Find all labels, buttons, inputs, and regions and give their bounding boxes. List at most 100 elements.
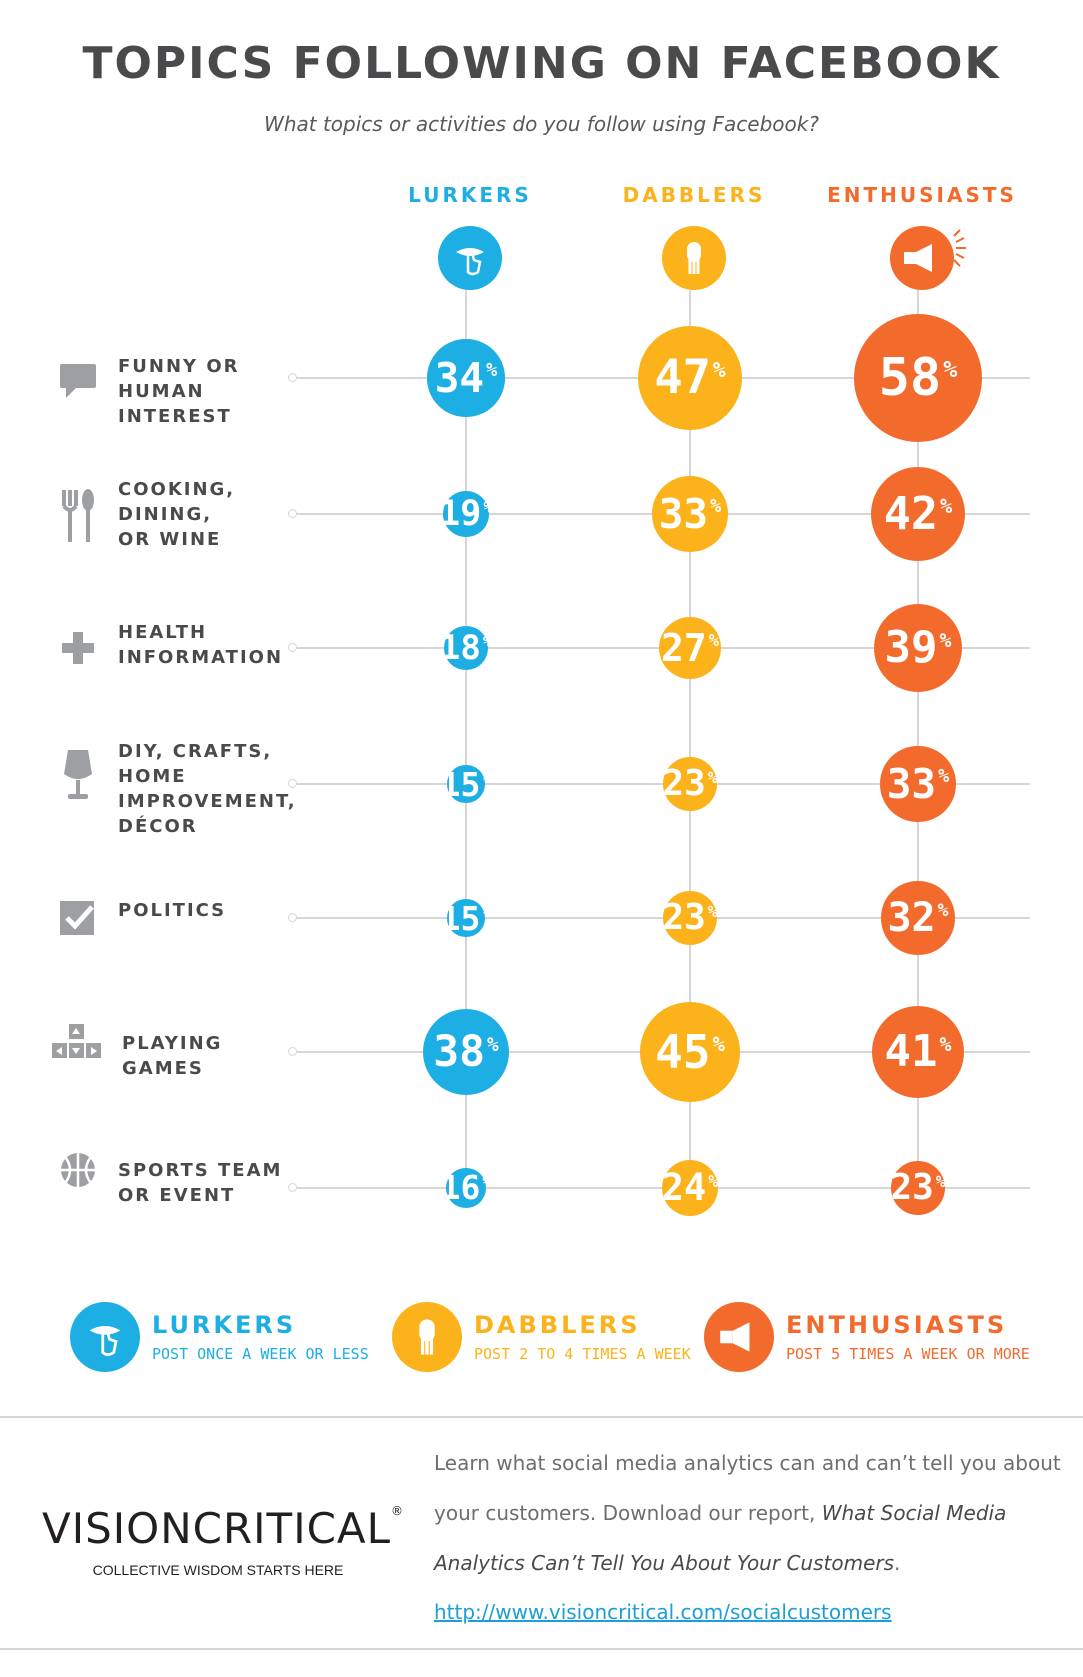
lamp-icon (56, 746, 100, 802)
bubble-percent-sign: % (939, 1032, 952, 1056)
bubble-percent-sign: % (707, 768, 718, 788)
bubble-lurkers-4: 15% (441, 899, 492, 938)
visioncritical-logo: VISIONCRITICAL® (42, 1504, 405, 1553)
bubble-dabblers-4: 23% (662, 890, 718, 946)
footer-text: Learn what social media analytics can an… (434, 1451, 1061, 1575)
legend-name-dabblers: DABBLERS (474, 1311, 641, 1339)
hand-mouse-icon (392, 1302, 462, 1372)
row-guide-dot (288, 373, 297, 382)
bubble-percent-sign: % (486, 360, 498, 382)
row-label-diy: DIY, CRAFTS, HOME IMPROVEMENT, DÉCOR (118, 741, 297, 837)
bubble-percent-sign: % (708, 631, 720, 652)
bubble-value: 27 (660, 625, 707, 670)
arrow-keys-icon (50, 1020, 104, 1064)
row-guide-dot (288, 779, 297, 788)
legend-enthusiasts: ENTHUSIASTS POST 5 TIMES A WEEK OR MORE (704, 1302, 1030, 1372)
bubble-enthusiasts-3: 33% (880, 746, 956, 822)
lurkers-column-line (465, 290, 467, 1180)
bubble-percent-sign: % (710, 496, 722, 518)
bubble-lurkers-2: 18% (440, 626, 492, 670)
bubble-value: 42 (883, 487, 938, 541)
bubble-dabblers-0: 47% (637, 325, 743, 431)
bubble-dabblers-3: 23% (662, 756, 718, 812)
column-header-dabblers: DABBLERS (622, 183, 766, 207)
megaphone-rays (952, 228, 968, 268)
row-guide-dot (288, 1047, 297, 1056)
bubble-dabblers-1: 33% (652, 476, 728, 552)
bubble-value: 39 (884, 622, 938, 674)
legend-desc-lurkers: POST ONCE A WEEK OR LESS (152, 1345, 369, 1363)
bubble-percent-sign: % (482, 1173, 492, 1192)
row-label-games: PLAYING GAMES (122, 1033, 223, 1079)
footer-divider-bottom (0, 1648, 1083, 1650)
bubble-dabblers-5: 45% (639, 1001, 741, 1103)
bubble-value: 15 (440, 764, 481, 804)
ball-icon (56, 1148, 100, 1192)
page-subtitle: What topics or activities do you follow … (264, 112, 819, 136)
bubble-value: 33 (658, 489, 709, 538)
row-label-health: HEALTH INFORMATION (118, 622, 284, 668)
bubble-percent-sign: % (937, 900, 949, 922)
bubble-value: 23 (890, 1167, 934, 1209)
column-header-lurkers: LURKERS (408, 183, 532, 207)
hand-mouse-icon (662, 226, 726, 290)
legend-desc-enthusiasts: POST 5 TIMES A WEEK OR MORE (786, 1345, 1030, 1363)
bubble-enthusiasts-0: 58% (854, 314, 982, 442)
row-guide-dot (288, 509, 297, 518)
bubble-percent-sign: % (707, 902, 718, 922)
bubble-value: 16 (440, 1168, 481, 1208)
bubble-value: 47 (654, 350, 711, 406)
bubble-enthusiasts-2: 39% (874, 604, 962, 692)
plus-icon (56, 626, 100, 670)
bubble-percent-sign: % (943, 354, 958, 383)
bubble-enthusiasts-1: 42% (870, 466, 966, 562)
row-label-sports: SPORTS TEAM OR EVENT (118, 1160, 283, 1206)
bubble-value: 32 (887, 894, 936, 941)
bubble-value: 23 (662, 763, 706, 805)
bubble-value: 45 (655, 1025, 711, 1079)
legend-lurkers: LURKERS POST ONCE A WEEK OR LESS (70, 1302, 369, 1372)
hand-pointer-icon (70, 1302, 140, 1372)
bubble-percent-sign: % (482, 903, 492, 922)
speech-bubble-icon (56, 358, 100, 402)
bubble-lurkers-1: 19% (439, 491, 493, 537)
report-title: What Social Media Analytics Can’t Tell Y… (434, 1501, 1007, 1575)
bubble-value: 38 (433, 1026, 486, 1077)
row-label-cooking: COOKING, DINING, OR WINE (118, 479, 236, 550)
column-header-enthusiasts: ENTHUSIASTS (827, 183, 1017, 207)
legend-desc-dabblers: POST 2 TO 4 TIMES A WEEK (474, 1345, 691, 1363)
bubble-percent-sign: % (939, 628, 952, 652)
footer-divider-top (0, 1416, 1083, 1418)
row-guide-dot (288, 913, 297, 922)
bubble-lurkers-6: 16% (441, 1168, 491, 1208)
legend-dabblers: DABBLERS POST 2 TO 4 TIMES A WEEK (392, 1302, 691, 1372)
bubble-value: 19 (439, 493, 482, 534)
bubble-percent-sign: % (487, 1032, 499, 1056)
bubble-enthusiasts-6: 23% (890, 1160, 946, 1216)
report-link[interactable]: http://www.visioncritical.com/socialcust… (434, 1600, 892, 1624)
bubble-percent-sign: % (708, 1171, 719, 1191)
dabblers-column-line (689, 290, 691, 1180)
bubble-lurkers-5: 38% (423, 1009, 509, 1095)
megaphone-icon (890, 226, 954, 290)
bubble-value: 23 (662, 897, 706, 939)
megaphone-icon (704, 1302, 774, 1372)
bubble-percent-sign: % (483, 498, 493, 518)
bubble-dabblers-2: 27% (658, 616, 722, 680)
bubble-lurkers-0: 34% (427, 339, 505, 417)
bubble-percent-sign: % (712, 357, 726, 383)
row-guide-dot (288, 643, 297, 652)
legend-name-enthusiasts: ENTHUSIASTS (786, 1311, 1008, 1339)
logo-tagline: COLLECTIVE WISDOM STARTS HERE (92, 1562, 344, 1578)
bubble-percent-sign: % (712, 1031, 725, 1056)
bubble-percent-sign: % (938, 766, 950, 788)
bubble-enthusiasts-4: 32% (881, 881, 955, 955)
bubble-value: 34 (434, 353, 485, 402)
checkbox-icon (56, 897, 100, 941)
bubble-value: 24 (661, 1166, 707, 1210)
page-title: TOPICS FOLLOWING ON FACEBOOK (82, 38, 1001, 89)
legend-name-lurkers: LURKERS (152, 1311, 297, 1339)
bubble-percent-sign: % (482, 632, 493, 651)
row-label-politics: POLITICS (118, 900, 227, 921)
enthusiasts-column-line (917, 290, 919, 1180)
